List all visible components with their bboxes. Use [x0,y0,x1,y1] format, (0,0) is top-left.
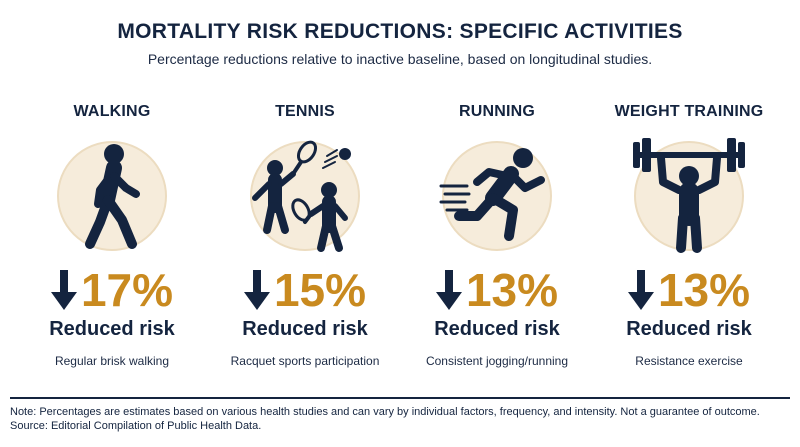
walking-person-icon [52,136,172,256]
reduction-stat: 13% [397,262,597,318]
activity-card-weight-training: WEIGHT TRAINING [589,0,789,447]
footer-notes: Note: Percentages are estimates based on… [10,405,795,433]
footer-divider [10,397,790,399]
arrow-down-icon [50,270,77,310]
reduced-risk-label: Reduced risk [242,318,368,340]
activity-description: Racquet sports participation [230,354,380,368]
weightlifter-icon [629,136,749,256]
activity-card-tennis: TENNIS [205,0,405,447]
activity-card-running: RUNNING 13% Reduced risk Co [397,0,597,447]
reduction-stat: 15% [205,262,405,318]
arrow-down-icon [435,270,462,310]
activity-title: RUNNING [458,103,536,120]
reduction-percent: 17% [80,264,174,316]
reduction-percent: 13% [657,264,751,316]
footer-source: Source: Editorial Compilation of Public … [10,420,262,432]
reduced-risk-label: Reduced risk [434,318,560,340]
arrow-down-icon [627,270,654,310]
reduced-risk-label: Reduced risk [626,318,752,340]
running-person-icon [437,136,557,256]
activity-description: Consistent jogging/running [425,354,569,368]
footer-note: Note: Percentages are estimates based on… [10,406,760,418]
activity-title: TENNIS [275,103,335,120]
reduction-stat: 13% [589,262,789,318]
activity-card-walking: WALKING 17% Reduced risk Regular bri [12,0,212,447]
activity-title: WEIGHT TRAINING [614,103,764,120]
arrow-down-icon [243,270,270,310]
reduction-stat: 17% [12,262,212,318]
page-subtitle: Percentage reductions relative to inacti… [147,51,653,67]
tennis-players-icon [245,136,365,256]
reduction-percent: 13% [465,264,559,316]
activity-description: Resistance exercise [635,354,743,368]
reduction-percent: 15% [273,264,367,316]
page-title: MORTALITY RISK REDUCTIONS: SPECIFIC ACTI… [117,20,683,43]
reduced-risk-label: Reduced risk [49,318,175,340]
activity-description: Regular brisk walking [54,354,170,368]
activity-title: WALKING [73,103,151,120]
